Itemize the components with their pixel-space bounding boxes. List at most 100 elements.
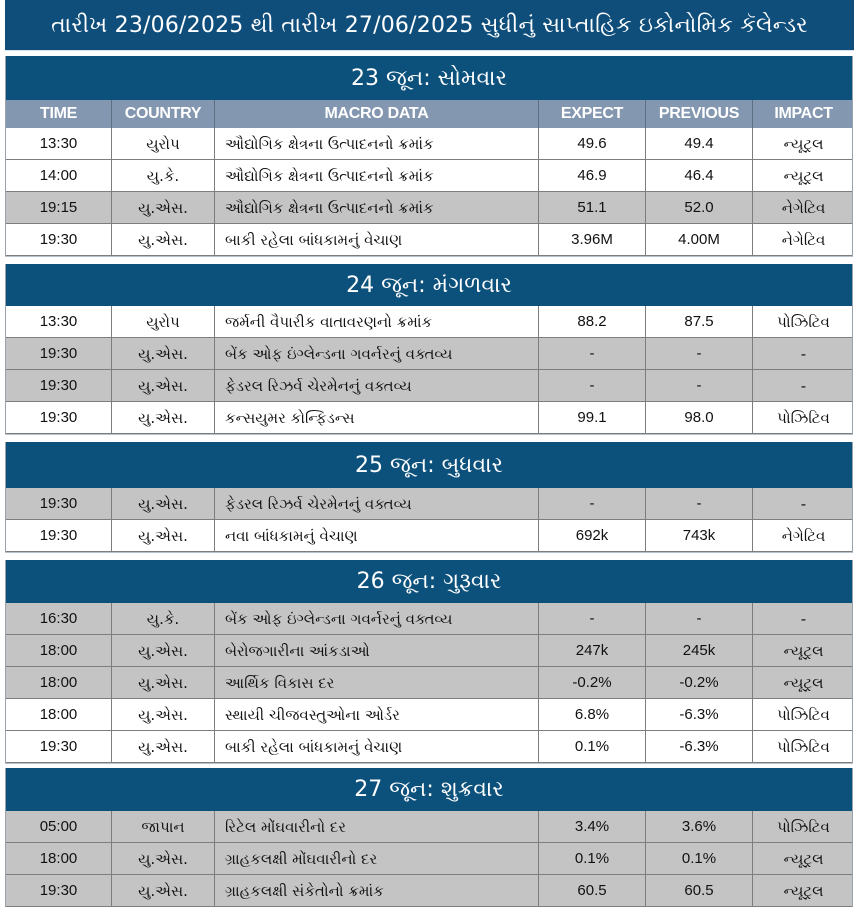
country-cell: યુ.કે.	[112, 160, 215, 191]
time-cell: 13:30	[6, 306, 112, 337]
country-cell: યુ.એસ.	[112, 192, 215, 223]
column-header-macro-data: MACRO DATA	[215, 100, 539, 128]
previous-cell: 87.5	[646, 306, 753, 337]
table-row: 19:30 યુ.એસ. કન્સયુમર કોન્ફિડન્સ 99.1 98…	[6, 402, 852, 434]
column-header-row: TIME COUNTRY MACRO DATA EXPECT PREVIOUS …	[6, 100, 852, 128]
previous-cell: 4.00M	[646, 224, 753, 255]
country-cell: યુ.એસ.	[112, 843, 215, 874]
time-cell: 19:30	[6, 731, 112, 762]
expect-cell: -	[539, 488, 646, 519]
expect-cell: 46.9	[539, 160, 646, 191]
country-cell: યુ.કે.	[112, 603, 215, 634]
time-cell: 19:15	[6, 192, 112, 223]
time-cell: 19:30	[6, 875, 112, 906]
previous-cell: 743k	[646, 520, 753, 551]
table-row: 18:00 યુ.એસ. આર્થિક વિકાસ દર -0.2% -0.2%…	[6, 667, 852, 699]
impact-cell: ન્યૂટ્રલ	[783, 166, 824, 185]
macro-data-cell: બેંક ઓફ ઇંગ્લેન્ડના ગવર્નરનું વક્તવ્ય	[215, 603, 539, 634]
section-divider	[5, 763, 853, 768]
country-cell: યુ.એસ.	[112, 402, 215, 433]
impact-cell: નેગેટિવ	[781, 230, 826, 249]
macro-data-cell: બાકી રહેલા બાંધકામનું વેચાણ	[215, 224, 539, 255]
macro-data-cell: આર્થિક વિકાસ દર	[215, 667, 539, 698]
day-header: 25 જૂન: બુધવાર	[6, 442, 852, 488]
previous-cell: -	[646, 338, 753, 369]
previous-cell: 52.0	[646, 192, 753, 223]
expect-cell: 0.1%	[539, 731, 646, 762]
impact-cell: ન્યૂટ્રલ	[783, 881, 824, 900]
country-cell: યુ.એસ.	[112, 520, 215, 551]
expect-cell: 692k	[539, 520, 646, 551]
day-header: 27 જૂન: શુક્રવાર	[6, 768, 852, 811]
table-row: 13:30 યુરોપ જર્મની વૈપારીક વાતાવરણનો ક્ર…	[6, 306, 852, 338]
table-row: 19:30 યુ.એસ. નવા બાંધકામનું વેચાણ 692k 7…	[6, 520, 852, 552]
expect-cell: 3.96M	[539, 224, 646, 255]
time-cell: 19:30	[6, 338, 112, 369]
expect-cell: 6.8%	[539, 699, 646, 730]
day-section-26-june: 26 જૂન: ગુરૂવાર 16:30 યુ.કે. બેંક ઓફ ઇંગ…	[5, 560, 853, 763]
macro-data-cell: જર્મની વૈપારીક વાતાવરણનો ક્રમાંક	[215, 306, 539, 337]
expect-cell: 60.5	[539, 875, 646, 906]
impact-cell: -	[800, 494, 807, 513]
time-cell: 13:30	[6, 128, 112, 159]
previous-cell: -	[646, 370, 753, 401]
country-cell: યુ.એસ.	[112, 731, 215, 762]
expect-cell: 88.2	[539, 306, 646, 337]
time-cell: 16:30	[6, 603, 112, 634]
expect-cell: 99.1	[539, 402, 646, 433]
country-cell: યુરોપ	[112, 128, 215, 159]
column-header-previous: PREVIOUS	[646, 100, 753, 128]
previous-cell: 0.1%	[646, 843, 753, 874]
expect-cell: 51.1	[539, 192, 646, 223]
country-cell: યુ.એસ.	[112, 635, 215, 666]
table-row: 18:00 યુ.એસ. ગ્રાહકલક્ષી મોંઘવારીનો દર 0…	[6, 843, 852, 875]
section-divider	[5, 434, 853, 442]
impact-cell: નેગેટિવ	[781, 526, 826, 545]
macro-data-cell: સ્થાયી ચીજવસ્તુઓના ઓર્ડર	[215, 699, 539, 730]
impact-cell: -	[800, 344, 807, 363]
impact-cell: ન્યૂટ્રલ	[783, 673, 824, 692]
previous-cell: -6.3%	[646, 699, 753, 730]
table-row: 19:30 યુ.એસ. બેંક ઓફ ઇંગ્લેન્ડના ગવર્નરન…	[6, 338, 852, 370]
time-cell: 19:30	[6, 224, 112, 255]
country-cell: યુ.એસ.	[112, 370, 215, 401]
expect-cell: -	[539, 603, 646, 634]
economic-calendar: 23 જૂન: સોમવાર TIME COUNTRY MACRO DATA E…	[5, 56, 853, 907]
table-row: 14:00 યુ.કે. ઔદ્યોગિક ક્ષેત્રના ઉત્પાદનન…	[6, 160, 852, 192]
macro-data-cell: ફેડરલ રિઝર્વ ચેરમેનનું વક્તવ્ય	[215, 488, 539, 519]
day-section-24-june: 24 જૂન: મંગળવાર 13:30 યુરોપ જર્મની વૈપાર…	[5, 264, 853, 434]
expect-cell: -0.2%	[539, 667, 646, 698]
time-cell: 19:30	[6, 402, 112, 433]
day-section-27-june: 27 જૂન: શુક્રવાર 05:00 જાપાન રિટેલ મોંઘવ…	[5, 768, 853, 907]
country-cell: યુ.એસ.	[112, 338, 215, 369]
table-row: 16:30 યુ.કે. બેંક ઓફ ઇંગ્લેન્ડના ગવર્નરન…	[6, 603, 852, 635]
macro-data-cell: ગ્રાહકલક્ષી મોંઘવારીનો દર	[215, 843, 539, 874]
column-header-time: TIME	[6, 100, 112, 128]
expect-cell: 0.1%	[539, 843, 646, 874]
time-cell: 05:00	[6, 811, 112, 842]
time-cell: 18:00	[6, 699, 112, 730]
day-section-23-june: 23 જૂન: સોમવાર TIME COUNTRY MACRO DATA E…	[5, 56, 853, 256]
macro-data-cell: ગ્રાહકલક્ષી સંકેતોનો ક્રમાંક	[215, 875, 539, 906]
table-row: 18:00 યુ.એસ. બેરોજગારીના આંકડાઓ 247k 245…	[6, 635, 852, 667]
previous-cell: -6.3%	[646, 731, 753, 762]
day-header: 26 જૂન: ગુરૂવાર	[6, 560, 852, 603]
previous-cell: 46.4	[646, 160, 753, 191]
previous-cell: -0.2%	[646, 667, 753, 698]
page-title: તારીખ 23/06/2025 થી તારીખ 27/06/2025 સુધ…	[5, 0, 854, 51]
macro-data-cell: બાકી રહેલા બાંધકામનું વેચાણ	[215, 731, 539, 762]
table-row: 13:30 યુરોપ ઔદ્યોગિક ક્ષેત્રના ઉત્પાદનનો…	[6, 128, 852, 160]
time-cell: 19:30	[6, 370, 112, 401]
country-cell: જાપાન	[112, 811, 215, 842]
macro-data-cell: કન્સયુમર કોન્ફિડન્સ	[215, 402, 539, 433]
expect-cell: -	[539, 370, 646, 401]
previous-cell: -	[646, 488, 753, 519]
impact-cell: નેગેટિવ	[781, 198, 826, 217]
impact-cell: પોઝિટિવ	[777, 737, 830, 756]
country-cell: યુ.એસ.	[112, 667, 215, 698]
macro-data-cell: ઔદ્યોગિક ક્ષેત્રના ઉત્પાદનનો ક્રમાંક	[215, 192, 539, 223]
expect-cell: -	[539, 338, 646, 369]
table-row: 19:30 યુ.એસ. બાકી રહેલા બાંધકામનું વેચાણ…	[6, 731, 852, 763]
table-row: 19:15 યુ.એસ. ઔદ્યોગિક ક્ષેત્રના ઉત્પાદનન…	[6, 192, 852, 224]
macro-data-cell: ઔદ્યોગિક ક્ષેત્રના ઉત્પાદનનો ક્રમાંક	[215, 160, 539, 191]
